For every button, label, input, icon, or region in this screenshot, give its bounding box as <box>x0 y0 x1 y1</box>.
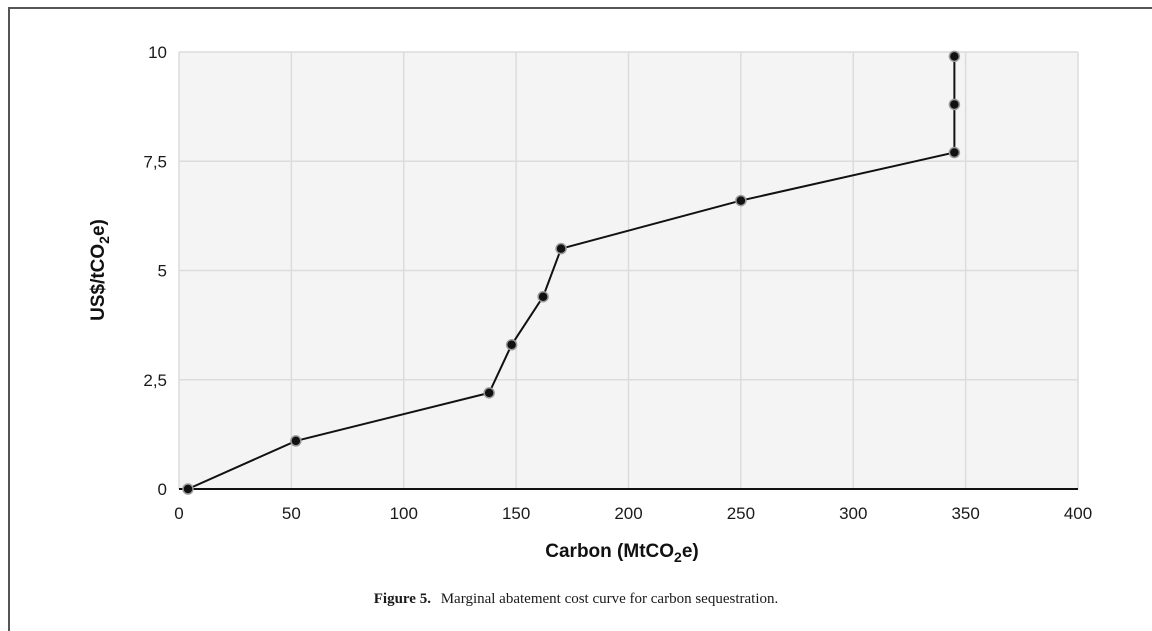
y-tick-label: 7,5 <box>143 152 167 171</box>
data-point <box>948 50 961 63</box>
x-tick-label: 50 <box>282 504 301 523</box>
y-axis-title: US$/tCO2e) <box>88 219 112 321</box>
data-point <box>948 98 961 111</box>
x-tick-label: 100 <box>390 504 418 523</box>
data-point <box>555 242 567 255</box>
data-point <box>290 435 302 447</box>
x-tick-labels: 0 50 100 150 200 250 300 350 400 <box>174 504 1092 523</box>
figure-label: Figure 5. <box>373 591 431 607</box>
y-tick-label: 0 <box>158 480 167 499</box>
data-point <box>948 146 961 159</box>
frame-left-border <box>8 7 10 631</box>
x-tick-label: 350 <box>951 504 979 523</box>
series-line <box>187 56 956 490</box>
data-points <box>182 50 961 495</box>
data-point <box>483 387 495 399</box>
frame-top-border <box>8 7 1152 9</box>
x-axis-title: Carbon (MtCO2e) <box>545 541 698 565</box>
figure-caption-text: Marginal abatement cost curve for carbon… <box>440 591 779 607</box>
x-tick-label: 400 <box>1064 504 1092 523</box>
x-tick-label: 0 <box>174 504 183 523</box>
data-point <box>537 290 549 303</box>
x-tick-label: 250 <box>727 504 755 523</box>
x-tick-label: 200 <box>614 504 642 523</box>
data-point <box>505 339 518 351</box>
y-tick-label: 2,5 <box>143 371 167 390</box>
y-tick-label: 10 <box>148 43 167 62</box>
y-tick-label: 5 <box>158 262 167 281</box>
line-chart: 0 50 100 150 200 250 300 350 400 0 2,5 5 7,5 10 Carb… <box>88 43 1092 565</box>
y-tick-labels: 0 2,5 5 7,5 10 <box>143 43 167 499</box>
x-tick-label: 300 <box>839 504 867 523</box>
data-point <box>182 483 194 495</box>
data-point <box>735 194 747 207</box>
figure-caption: Figure 5. Marginal abatement cost curve … <box>0 591 1152 608</box>
x-tick-label: 150 <box>502 504 530 523</box>
